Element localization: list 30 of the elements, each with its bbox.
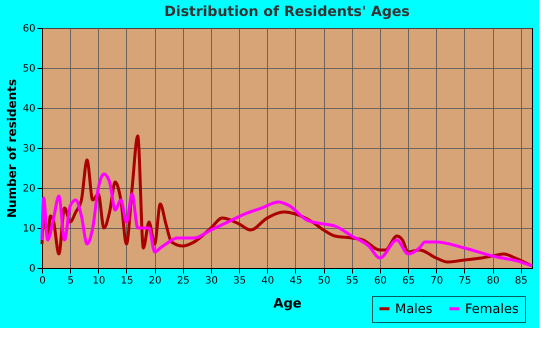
x-tick-label: 45 <box>290 276 302 286</box>
x-tick-label: 30 <box>205 276 218 286</box>
y-tick-label: 60 <box>22 24 36 34</box>
x-tick-label: 10 <box>92 276 106 286</box>
y-tick-label: 20 <box>22 184 36 194</box>
legend-label: Males <box>395 302 433 317</box>
x-tick-label: 60 <box>374 276 387 286</box>
x-tick-label: 50 <box>318 276 330 286</box>
x-tick-label: 20 <box>148 276 162 286</box>
x-tick-label: 80 <box>486 276 500 286</box>
y-tick-label: 10 <box>22 224 36 234</box>
x-tick-label: 55 <box>346 276 359 286</box>
y-tick-label: 50 <box>22 64 36 74</box>
y-tick-label: 30 <box>22 144 36 154</box>
x-tick-label: 0 <box>39 276 46 286</box>
legend-label: Females <box>465 302 520 317</box>
x-tick-label: 5 <box>67 276 74 286</box>
y-tick-label: 40 <box>22 104 36 114</box>
x-tick-label: 40 <box>261 276 274 286</box>
x-tick-label: 65 <box>402 276 415 286</box>
x-tick-label: 15 <box>120 276 134 286</box>
x-tick-label: 75 <box>458 276 472 286</box>
chart-title: Distribution of Residents' Ages <box>164 4 410 20</box>
x-axis-title: Age <box>273 296 302 312</box>
y-axis-title: Number of residents <box>4 78 19 218</box>
x-tick-label: 25 <box>176 276 190 286</box>
x-tick-label: 85 <box>514 276 528 286</box>
x-tick-label: 70 <box>430 276 444 286</box>
x-tick-label: 35 <box>233 276 246 286</box>
y-tick-label: 0 <box>29 264 36 274</box>
